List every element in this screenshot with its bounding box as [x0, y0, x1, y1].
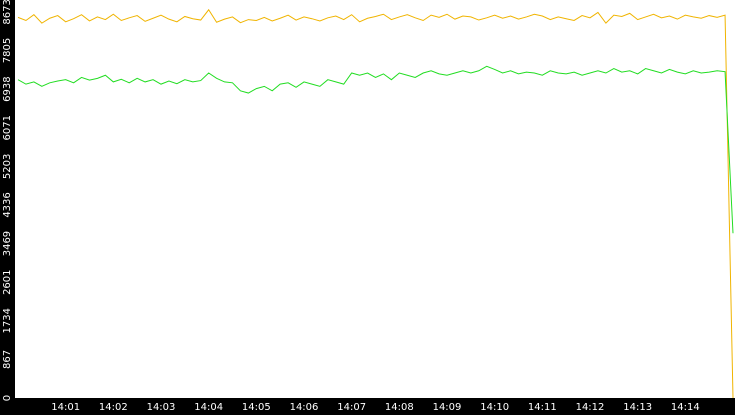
y-tick-label: 6938 [2, 76, 13, 101]
y-axis-band [0, 0, 15, 415]
x-tick-label: 14:14 [671, 402, 700, 413]
y-tick-label: 6071 [2, 115, 13, 140]
y-tick-label: 3469 [2, 231, 13, 256]
y-tick-label: 7805 [2, 38, 13, 63]
x-tick-label: 14:08 [385, 402, 414, 413]
x-tick-label: 14:03 [147, 402, 176, 413]
x-axis-band [0, 398, 735, 415]
x-tick-label: 14:06 [290, 402, 319, 413]
x-tick-label: 14:09 [433, 402, 462, 413]
y-tick-label: 2601 [2, 269, 13, 294]
series-line [17, 65, 734, 234]
y-tick-label: 4336 [2, 192, 13, 217]
x-tick-label: 14:13 [623, 402, 652, 413]
x-tick-label: 14:10 [480, 402, 509, 413]
x-tick-label: 14:02 [99, 402, 128, 413]
y-tick-label: 8673 [2, 0, 13, 25]
y-tick-label: 867 [2, 350, 13, 369]
x-tick-label: 14:12 [576, 402, 605, 413]
series-line [17, 8, 734, 399]
x-tick-label: 14:01 [51, 402, 80, 413]
y-tick-label: 0 [2, 395, 13, 401]
y-tick-label: 5203 [2, 154, 13, 179]
x-tick-label: 14:04 [194, 402, 223, 413]
x-tick-label: 14:07 [337, 402, 366, 413]
x-tick-label: 14:11 [528, 402, 557, 413]
y-tick-label: 1734 [2, 308, 13, 333]
x-tick-label: 14:05 [242, 402, 271, 413]
